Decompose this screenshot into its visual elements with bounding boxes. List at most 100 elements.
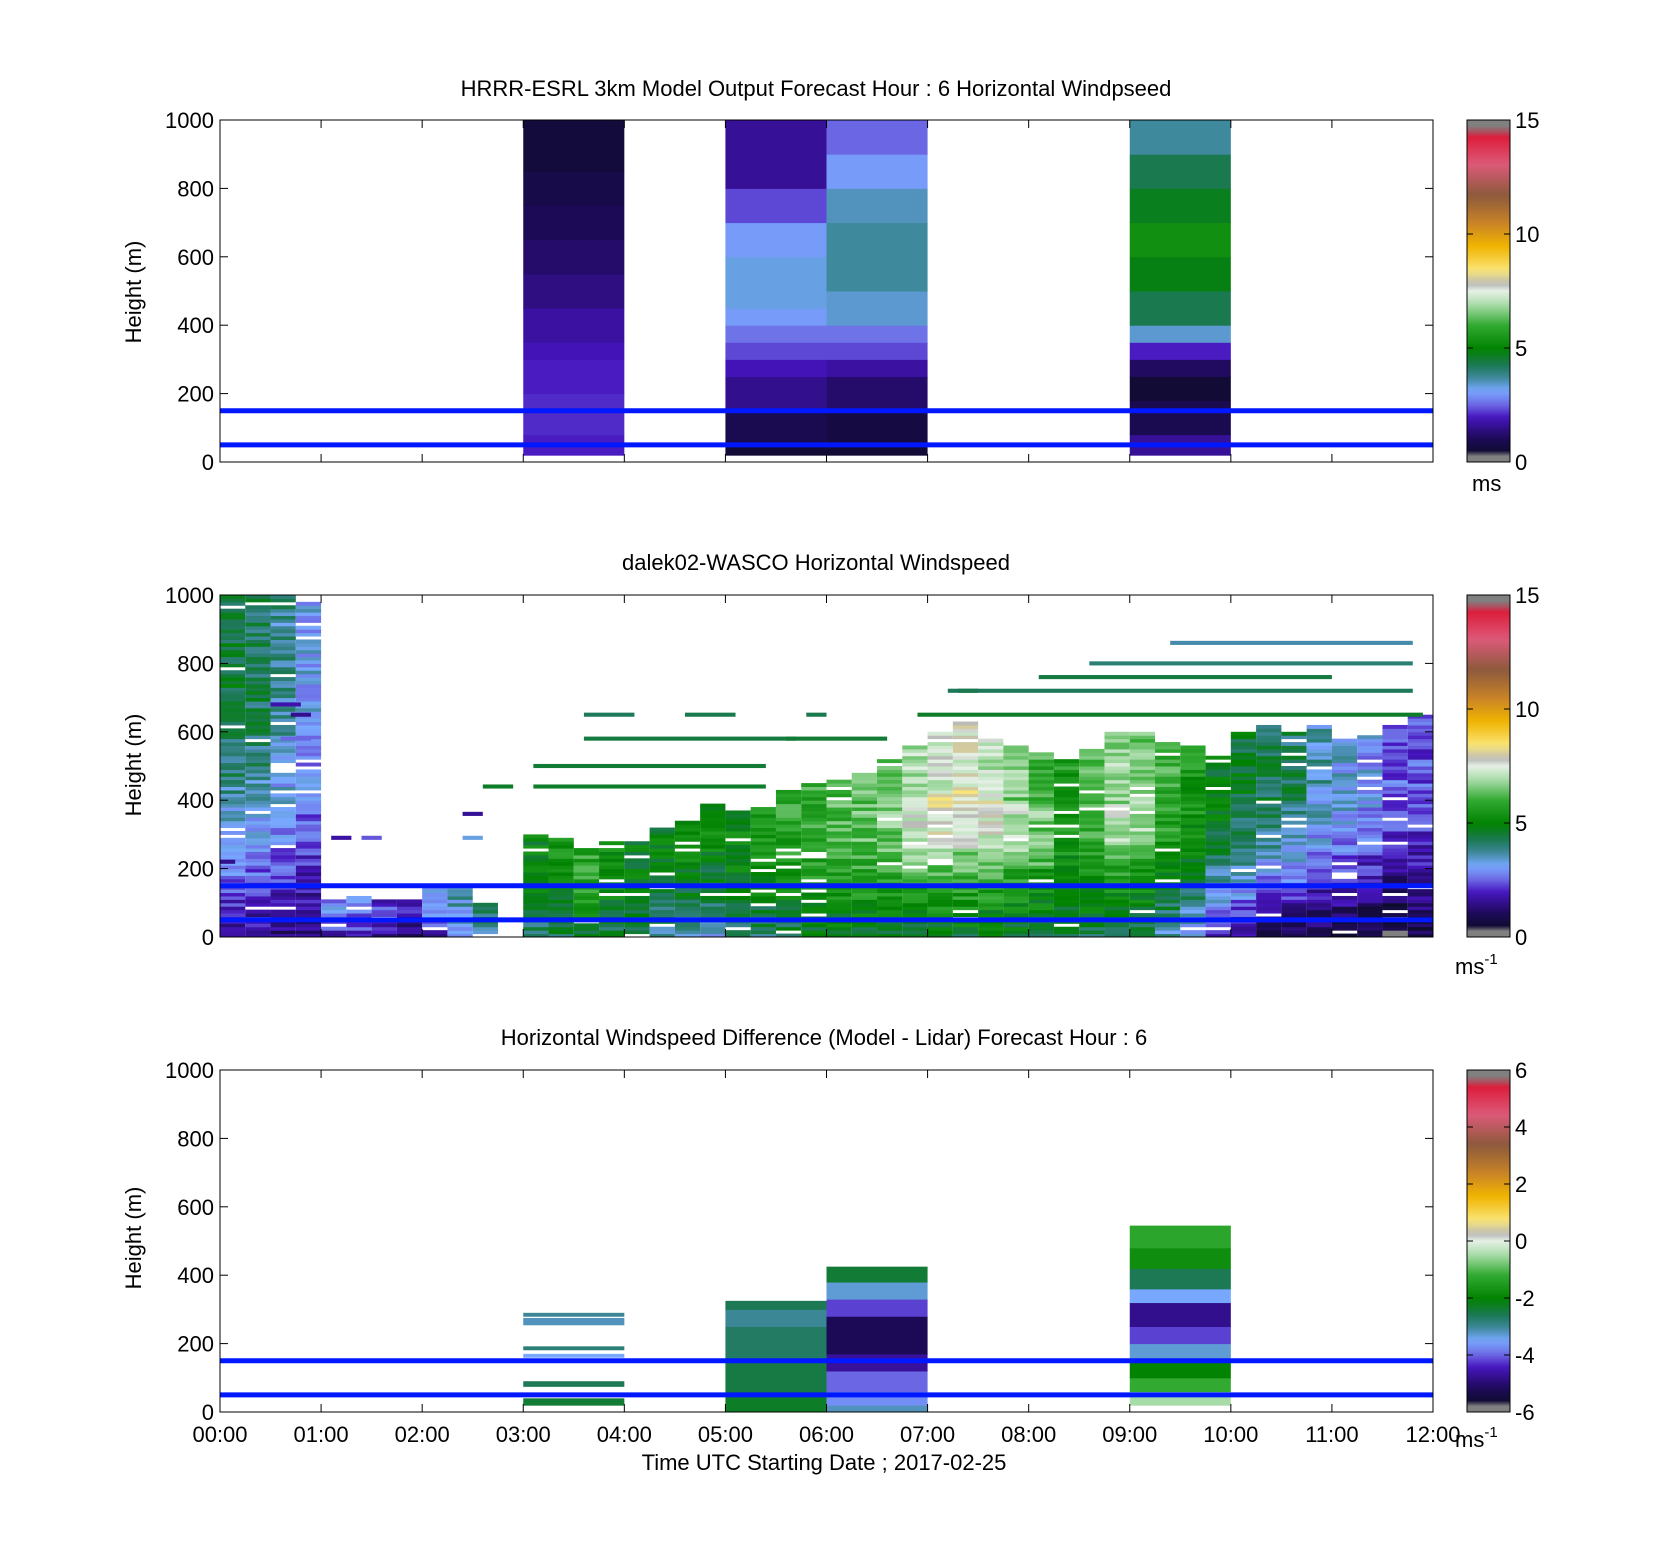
heatmap-cell [1281, 861, 1307, 866]
heatmap-cell [826, 875, 852, 880]
heatmap-cell [1230, 844, 1257, 849]
heatmap-cell [1407, 817, 1433, 822]
heatmap-cell [902, 875, 928, 880]
heatmap-cell [624, 909, 650, 914]
heatmap-cell [1104, 793, 1130, 798]
heatmap-cell [1306, 834, 1332, 839]
heatmap-cell [624, 906, 650, 911]
heatmap-cell [1357, 817, 1383, 822]
heatmap-cell [1306, 827, 1332, 832]
heatmap-cell [801, 827, 827, 832]
heatmap-cell [599, 902, 625, 907]
heatmap-cell [851, 923, 878, 928]
heatmap-cell [1306, 769, 1332, 774]
heatmap-cell [1306, 858, 1332, 863]
heatmap-cell [1205, 796, 1231, 801]
heatmap-cell [1003, 766, 1029, 770]
heatmap-cell [1306, 779, 1332, 784]
heatmap-cell [1230, 745, 1257, 750]
heatmap-cell [1079, 844, 1105, 849]
heatmap-cell [826, 789, 852, 794]
heatmap-cell [1357, 766, 1383, 770]
heatmap-cell [270, 824, 296, 829]
heatmap-cell [1306, 759, 1332, 764]
heatmap-cell [775, 858, 802, 863]
heatmap-cell [1155, 817, 1181, 822]
heatmap-cell [295, 748, 322, 753]
heatmap-cell [674, 861, 701, 866]
heatmap-cell [1256, 909, 1282, 914]
heatmap-cell [1256, 841, 1282, 846]
heatmap-cell [1003, 889, 1029, 894]
heatmap-cell [447, 923, 473, 928]
heatmap-cell [1357, 820, 1383, 825]
x-tick-label: 08:00 [1001, 1422, 1056, 1447]
heatmap-cell [1230, 851, 1257, 856]
heatmap-cell [245, 807, 271, 811]
heatmap-cell [523, 892, 549, 897]
heatmap-cell [548, 913, 574, 917]
heatmap-cell [220, 659, 246, 664]
heatmap-cell [573, 902, 600, 907]
heatmap-cell [1331, 906, 1358, 911]
heatmap-cell [952, 810, 979, 815]
heatmap-cell [295, 646, 322, 651]
heatmap-cell [533, 784, 766, 789]
heatmap-cell [877, 895, 903, 900]
heatmap-cell [1180, 892, 1206, 897]
heatmap-cell [1230, 930, 1257, 935]
heatmap-cell [1028, 851, 1054, 856]
heatmap-cell [447, 913, 473, 917]
heatmap-cell [750, 834, 776, 839]
heatmap-cell [1028, 858, 1054, 863]
heatmap-cell [700, 865, 726, 870]
heatmap-cell [1079, 813, 1105, 818]
heatmap-cell [775, 926, 802, 931]
heatmap-cell [1357, 796, 1383, 801]
heatmap-cell [295, 618, 322, 623]
heatmap-cell [1331, 789, 1358, 794]
heatmap-cell [1357, 906, 1383, 911]
heatmap-cell [649, 878, 675, 883]
x-tick-label: 01:00 [294, 1422, 349, 1447]
heatmap-cell [826, 824, 852, 829]
heatmap-cell [270, 902, 296, 907]
heatmap-cell [220, 653, 246, 658]
heatmap-cell [1230, 923, 1257, 928]
heatmap-cell [245, 824, 271, 829]
heatmap-cell [674, 913, 701, 917]
heatmap-cell [1003, 824, 1029, 829]
heatmap-cell [1028, 909, 1054, 914]
heatmap-cell [624, 841, 650, 846]
heatmap-cell [1382, 810, 1408, 815]
heatmap-cell [270, 687, 296, 692]
heatmap-cell [1331, 752, 1358, 757]
heatmap-cell [674, 868, 701, 873]
heatmap-cell [1003, 776, 1029, 781]
heatmap-cell [775, 899, 802, 904]
heatmap-cell [978, 793, 1004, 798]
heatmap-cell [1104, 766, 1130, 770]
heatmap-cell [573, 858, 600, 863]
heatmap-cell [927, 889, 953, 894]
heatmap-cell [1053, 868, 1080, 873]
heatmap-cell [877, 772, 903, 777]
heatmap-cell [1028, 766, 1054, 770]
heatmap-cell [1357, 930, 1383, 935]
heatmap-cell [1205, 813, 1231, 818]
heatmap-cell [624, 848, 650, 852]
heatmap-cell [523, 872, 549, 876]
heatmap-cell [422, 933, 448, 938]
heatmap-cell [1331, 851, 1358, 856]
heatmap-cell [1256, 851, 1282, 856]
heatmap-cell [220, 772, 246, 777]
heatmap-cell [902, 796, 928, 801]
heatmap-cell [902, 817, 928, 822]
heatmap-cell [220, 677, 246, 681]
heatmap-cell [1256, 776, 1282, 781]
heatmap-cell [1155, 783, 1181, 788]
heatmap-cell [371, 923, 397, 928]
heatmap-cell [978, 827, 1004, 832]
heatmap-cell [1155, 803, 1181, 808]
heatmap-cell [877, 844, 903, 849]
